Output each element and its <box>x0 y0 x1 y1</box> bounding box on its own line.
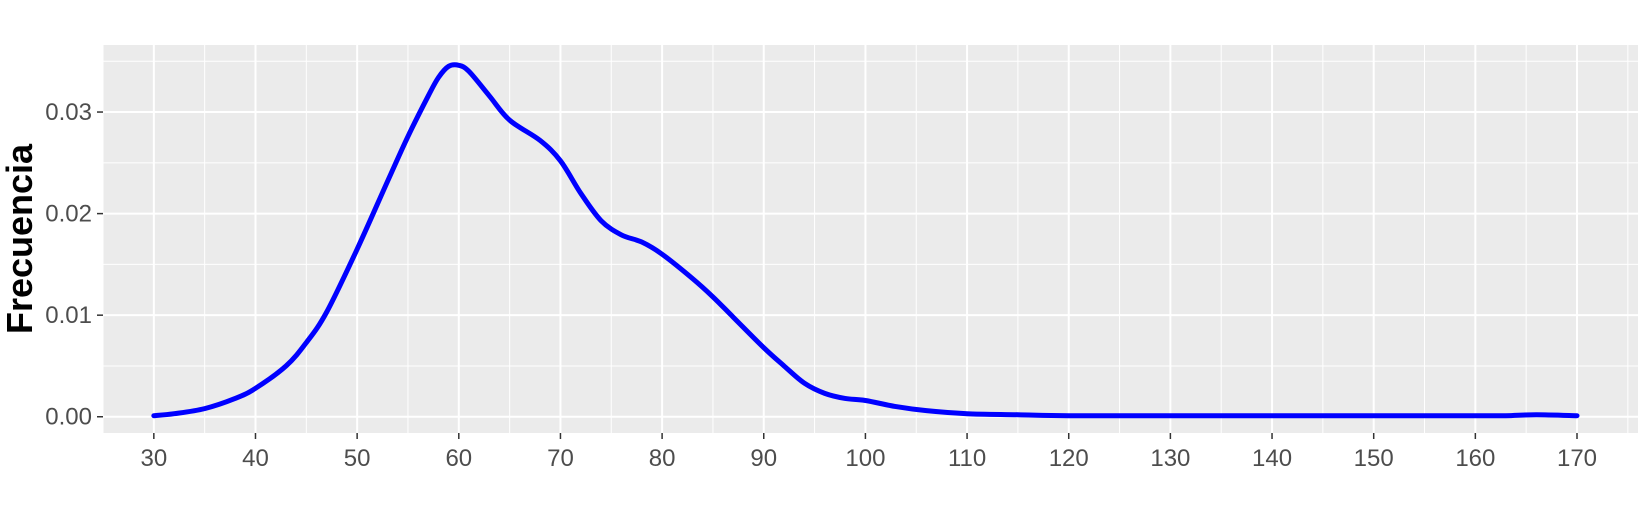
x-tick-label: 100 <box>845 445 885 472</box>
minor-gridlines <box>102 45 1638 433</box>
y-axis-title: Frecuencia <box>0 143 40 334</box>
x-tick-label: 70 <box>547 445 574 472</box>
series-layer <box>151 62 1580 419</box>
x-tick-label: 110 <box>948 445 986 472</box>
y-tick-label: 0.02 <box>45 201 92 228</box>
x-tick-label: 170 <box>1557 445 1597 472</box>
plot-panel <box>103 45 1638 433</box>
x-tick-label: 120 <box>1049 445 1089 472</box>
x-tick-label: 130 <box>1150 445 1190 472</box>
x-tick-label: 90 <box>750 445 777 472</box>
x-axis: 30 40 50 60 70 80 90 100 110 120 130 140 150 160 170 <box>140 433 1597 472</box>
y-tick-label: 0.03 <box>45 99 92 126</box>
x-tick-label: 140 <box>1252 445 1292 472</box>
x-tick-label: 60 <box>445 445 472 472</box>
x-tick-label: 50 <box>344 445 371 472</box>
major-gridlines <box>103 45 1638 433</box>
y-axis: 0.00 0.01 0.02 0.03 <box>45 99 103 431</box>
x-tick-label: 30 <box>140 445 167 472</box>
x-tick-label: 80 <box>649 445 676 472</box>
y-tick-label: 0.01 <box>45 302 92 329</box>
x-tick-label: 150 <box>1354 445 1394 472</box>
x-tick-label: 40 <box>242 445 269 472</box>
x-tick-label: 160 <box>1455 445 1495 472</box>
y-tick-label: 0.00 <box>45 404 92 431</box>
density-line <box>151 62 1580 419</box>
